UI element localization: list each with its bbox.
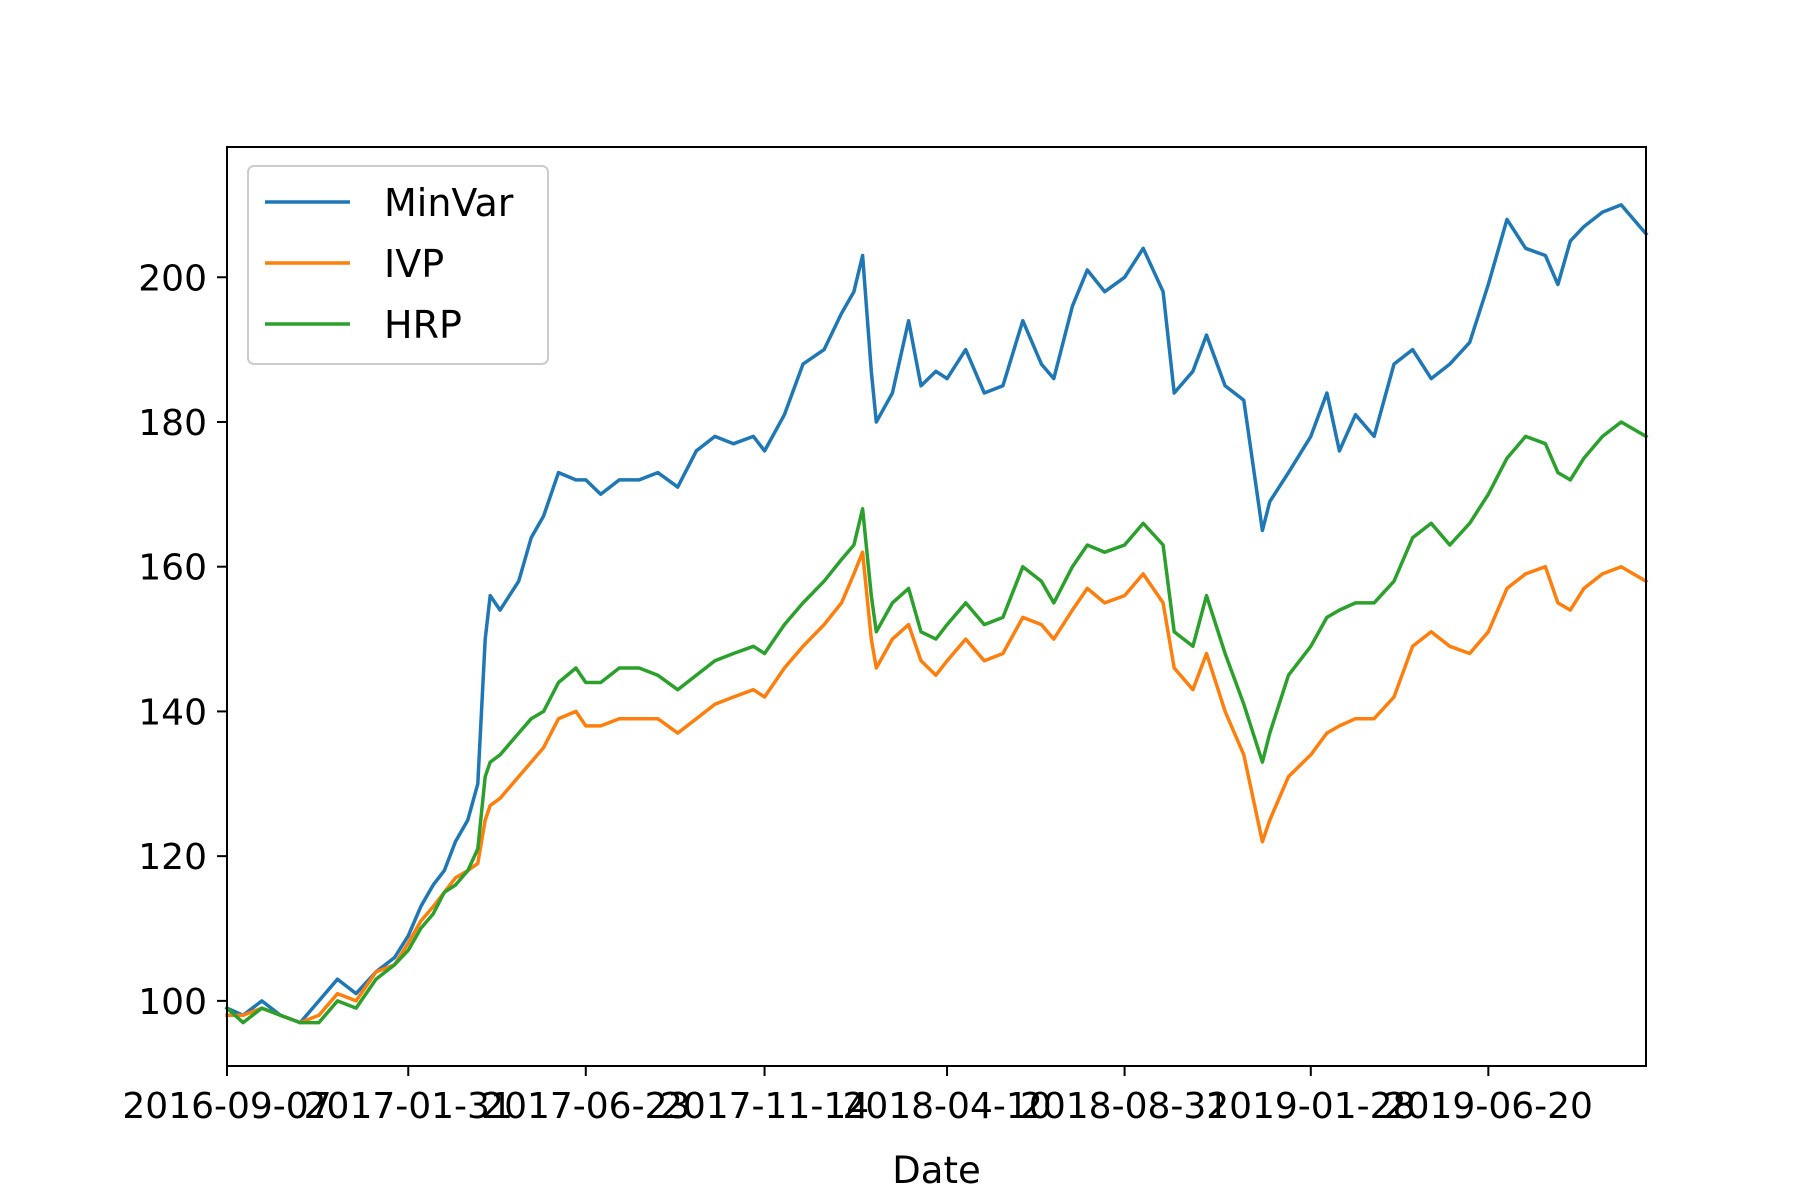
x-tick-label: 2019-01-28 (1206, 1086, 1415, 1127)
x-tick-label: 2018-04-10 (842, 1086, 1051, 1127)
y-tick-label: 140 (138, 692, 207, 733)
x-tick-label: 2018-08-31 (1020, 1086, 1229, 1127)
legend-box (247, 165, 549, 365)
y-tick-label: 200 (138, 258, 207, 299)
x-axis: 2016-09-072017-01-312017-06-232017-11-14… (122, 1066, 1593, 1127)
y-axis: 100 120 140 160 180 200 (138, 258, 227, 1023)
x-axis-label: Date (892, 1149, 980, 1192)
x-tick-label: 2017-01-31 (304, 1086, 513, 1127)
series-line-hrp (224, 420, 1649, 1025)
legend: MinVar IVP HRP (247, 165, 549, 365)
x-tick-label: 2017-06-23 (481, 1086, 690, 1127)
legend-label-hrp: HRP (384, 303, 462, 347)
y-tick-label: 180 (138, 403, 207, 444)
legend-label-minvar: MinVar (384, 181, 514, 225)
legend-label-ivp: IVP (384, 242, 444, 286)
x-tick-label: 2017-11-14 (660, 1086, 869, 1127)
y-tick-label: 120 (138, 837, 207, 878)
y-tick-label: 160 (138, 548, 207, 589)
x-tick-label: 2019-06-20 (1384, 1086, 1593, 1127)
series-layer (224, 203, 1649, 1025)
plot-frame (226, 146, 1647, 1067)
y-tick-label: 100 (138, 982, 207, 1023)
x-tick-label: 2016-09-07 (122, 1086, 331, 1127)
series-line-minvar (224, 203, 1649, 1025)
